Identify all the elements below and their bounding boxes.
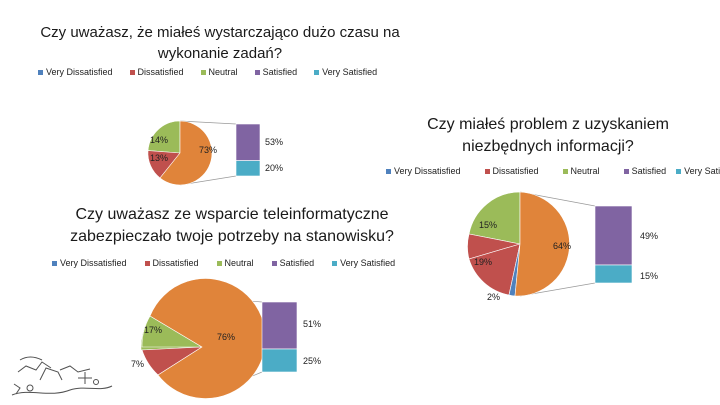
chart2-bar-very-satisfied — [594, 264, 633, 284]
chart1-label-satisfied: 53% — [265, 137, 283, 147]
legend-item-dissatisfied: Dissatisfied — [484, 166, 539, 176]
chart3-label-satisfied: 51% — [303, 319, 321, 329]
legend-item-neutral: Neutral — [562, 166, 600, 176]
chart3-bar-satisfied — [261, 301, 298, 350]
legend-item-very-dissatisfied: Very Dissatisfied — [386, 166, 461, 176]
decorative-sketch-image — [11, 356, 113, 396]
chart2-label-dissatisfied: 19% — [474, 257, 492, 267]
chart3-label-neutral: 17% — [144, 325, 162, 335]
chart1-legend: Very Dissatisfied Dissatisfied Neutral S… — [38, 67, 377, 77]
chart1-pie-neutral — [147, 120, 181, 154]
legend-item-very-satisfied: Very Satisfied — [332, 258, 395, 268]
legend-item-satisfied: Satisfied — [254, 67, 297, 77]
chart1-title: Czy uważasz, że miałeś wystarczająco duż… — [40, 24, 400, 62]
legend-item-dissatisfied: Dissatisfied — [144, 258, 199, 268]
legend-item-very-satisfied: Very Satisfied — [314, 67, 377, 77]
legend-item-neutral: Neutral — [200, 67, 238, 77]
legend-item-neutral: Neutral — [216, 258, 254, 268]
chart2-title: Czy miałeś problem z uzyskaniem niezbędn… — [427, 116, 669, 155]
chart1-pie-satisfied-total — [159, 120, 213, 186]
legend-item-very-dissatisfied: Very Dissatisfied — [38, 67, 113, 77]
chart2: 15% 64% 19% 2% 49% 15% — [467, 191, 658, 302]
chart1-label-very-satisfied: 20% — [265, 163, 283, 173]
chart2-label-satisfied: 49% — [640, 231, 658, 241]
chart1-bar-very-satisfied — [235, 160, 261, 177]
chart2-pie-orange — [514, 191, 570, 297]
chart2-bar-satisfied — [594, 205, 633, 266]
chart1-bar-satisfied — [235, 123, 261, 161]
chart3: 17% 7% 76% 51% 25% — [131, 278, 321, 399]
chart1-label-dissatisfied: 13% — [150, 153, 168, 163]
chart3-legend: Very Dissatisfied Dissatisfied Neutral S… — [52, 258, 395, 268]
legend-item-very-dissatisfied: Very Dissatisfied — [52, 258, 127, 268]
chart2-legend: Very Dissatisfied Dissatisfied Neutral S… — [386, 166, 720, 176]
chart2-pie-neutral — [468, 191, 521, 245]
chart2-label-very-dissatisfied: 2% — [487, 292, 500, 302]
legend-item-dissatisfied: Dissatisfied — [129, 67, 184, 77]
chart2-pie-dissatisfied — [468, 243, 521, 296]
chart1-label-neutral: 14% — [150, 135, 168, 145]
chart2-label-satisfied-total: 64% — [553, 241, 571, 251]
chart3-label-satisfied-total: 76% — [217, 332, 235, 342]
chart3-title: Czy uważasz ze wsparcie teleinformatyczn… — [70, 206, 394, 245]
chart3-bar-very-satisfied — [261, 348, 298, 373]
legend-item-satisfied: Satisfied — [623, 166, 666, 176]
legend-item-satisfied: Satisfied — [271, 258, 314, 268]
chart3-label-dissatisfied: 7% — [131, 359, 144, 369]
chart1-label-satisfied-total: 73% — [199, 145, 217, 155]
legend-item-very-satisfied: Very Satisfied — [676, 166, 720, 176]
chart1: 14% 13% 73% 53% 20% — [147, 120, 283, 186]
chart3-label-very-satisfied: 25% — [303, 356, 321, 366]
chart2-label-neutral: 15% — [479, 220, 497, 230]
chart2-label-very-satisfied: 15% — [640, 271, 658, 281]
